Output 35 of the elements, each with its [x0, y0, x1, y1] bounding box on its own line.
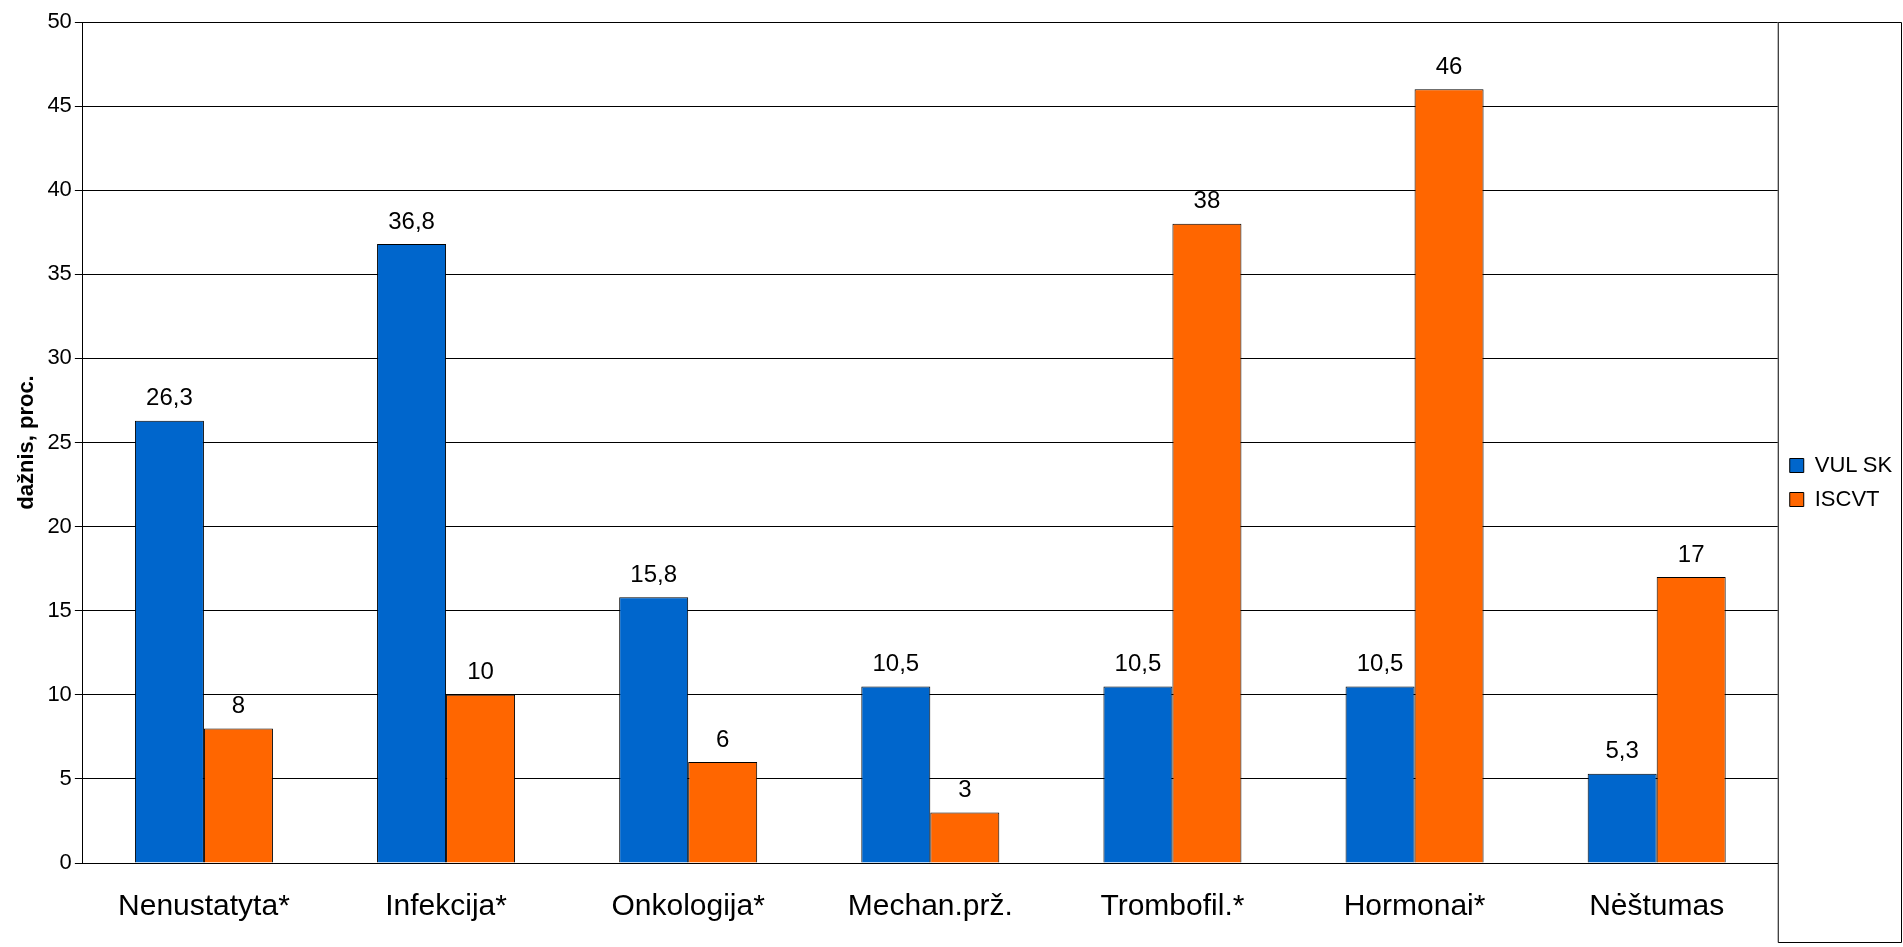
y-tick-label: 25 [47, 428, 72, 454]
y-tick-label: 45 [47, 92, 72, 118]
data-label: 10,5 [1114, 649, 1162, 677]
legend-label: VUL SK [1814, 451, 1893, 477]
data-label: 15,8 [630, 559, 678, 587]
x-tick-label: Hormonai* [1343, 888, 1486, 922]
y-tick-label: 10 [47, 680, 72, 706]
data-label: 10 [467, 657, 494, 685]
x-tick-label: Nenustatyta* [118, 888, 291, 922]
data-label: 46 [1435, 51, 1463, 79]
y-tick-label: 50 [47, 8, 72, 34]
x-tick-label: Trombofil.* [1100, 888, 1245, 922]
data-label: 38 [1193, 186, 1221, 214]
y-tick-label: 0 [59, 849, 72, 875]
y-tick-label: 5 [59, 764, 72, 790]
data-label: 3 [958, 775, 972, 803]
y-tick-label: 20 [47, 512, 72, 538]
data-label: 36,8 [388, 206, 435, 234]
x-tick-label: Mechan.prž. [847, 888, 1013, 922]
data-label: 26,3 [146, 383, 193, 411]
data-label: 6 [716, 724, 730, 752]
y-tick-label: 40 [47, 176, 72, 202]
data-label: 5,3 [1605, 736, 1639, 764]
data-label: 10,5 [1356, 649, 1404, 677]
data-label: 8 [231, 691, 246, 719]
y-axis-title: dažnis, proc. [13, 375, 39, 510]
legend-label: ISCVT [1814, 485, 1880, 511]
y-tick-label: 35 [47, 260, 72, 286]
x-tick-label: Nėštumas [1589, 888, 1725, 922]
x-tick-label: Onkologija* [611, 888, 766, 922]
data-label: 17 [1677, 539, 1705, 567]
y-tick-label: 30 [47, 344, 72, 370]
data-label: 10,5 [872, 649, 920, 677]
x-tick-label: Infekcija* [385, 888, 508, 922]
y-tick-label: 15 [47, 596, 72, 622]
